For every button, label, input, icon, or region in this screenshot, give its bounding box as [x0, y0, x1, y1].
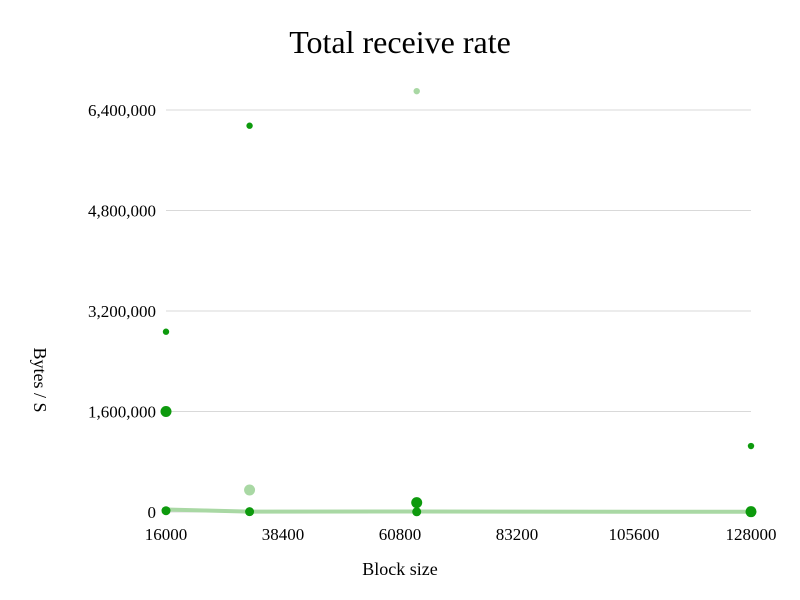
x-tick-label: 60800: [379, 525, 422, 544]
data-point: [161, 506, 171, 516]
x-axis-title: Block size: [362, 559, 437, 579]
data-point: [245, 507, 255, 517]
tick-labels: 0 1,600,000 3,200,000 4,800,000 6,400,000 160…: [88, 101, 777, 544]
x-tick-label: 83200: [496, 525, 539, 544]
data-point: [412, 507, 422, 517]
data-point: [162, 328, 170, 335]
series-line: [164, 507, 753, 514]
y-tick-label: 0: [148, 503, 157, 522]
x-tick-label: 16000: [145, 525, 188, 544]
x-tick-label: 38400: [262, 525, 305, 544]
data-point: [160, 406, 172, 417]
data-point: [746, 507, 756, 517]
y-tick-label: 1,600,000: [88, 403, 156, 422]
y-tick-label: 6,400,000: [88, 101, 156, 120]
data-point: [244, 484, 256, 496]
x-tick-label: 105600: [609, 525, 660, 544]
x-tick-label: 128000: [726, 525, 777, 544]
y-tick-label: 4,800,000: [88, 202, 156, 221]
data-point: [413, 87, 420, 95]
grid-lines: [166, 109, 751, 513]
data-point: [747, 442, 755, 450]
data-point: [411, 497, 423, 509]
data-point: [246, 122, 253, 129]
chart-title: Total receive rate: [289, 24, 511, 60]
plot-area: [160, 87, 757, 518]
y-tick-label: 3,200,000: [88, 302, 156, 321]
y-axis-title: Bytes / S: [30, 347, 50, 412]
